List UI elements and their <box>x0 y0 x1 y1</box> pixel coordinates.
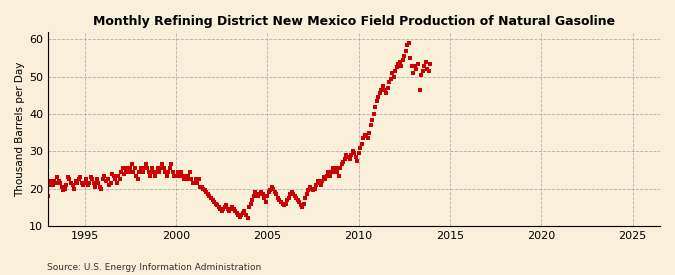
Title: Monthly Refining District New Mexico Field Production of Natural Gasoline: Monthly Refining District New Mexico Fie… <box>93 15 615 28</box>
Y-axis label: Thousand Barrels per Day: Thousand Barrels per Day <box>15 61 25 197</box>
Text: Source: U.S. Energy Information Administration: Source: U.S. Energy Information Administ… <box>47 263 261 272</box>
